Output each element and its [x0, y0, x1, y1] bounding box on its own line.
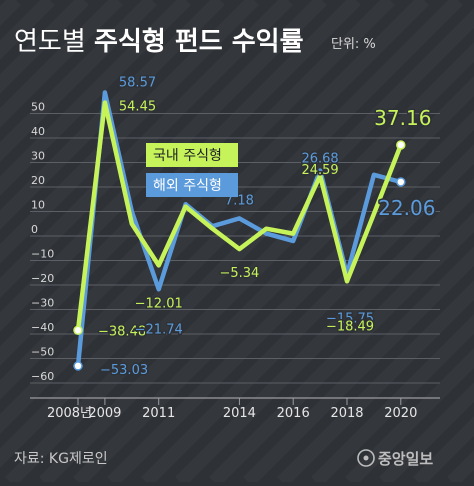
publisher-label: 중앙일보: [378, 450, 433, 468]
series-point-marker: [396, 177, 406, 187]
x-tick-label: 2020: [384, 406, 417, 421]
background-stripe: [141, 144, 474, 486]
y-tick-label: 20: [31, 174, 45, 187]
legend-label: 해외 주식형: [153, 178, 222, 194]
x-tick-label: 2008년: [47, 406, 92, 421]
legend-swatch: [146, 173, 238, 197]
y-tick-label: −20: [31, 272, 54, 285]
background-stripe: [0, 0, 390, 482]
background-stripe: [277, 280, 474, 486]
x-tick-label: 2018: [330, 406, 363, 421]
background-stripe: [311, 314, 474, 486]
data-label: −15.75: [326, 312, 374, 327]
background-stripe: [209, 212, 474, 486]
background-stripe: [0, 0, 288, 482]
background-stripe: [0, 0, 322, 482]
data-label: 58.57: [119, 76, 156, 91]
y-tick-label: −60: [31, 370, 54, 383]
legend-label: 국내 주식형: [153, 148, 222, 164]
y-tick-label: −40: [31, 321, 54, 334]
background-stripe: [0, 0, 424, 482]
background-stripe: [0, 0, 458, 482]
series-markers: [73, 140, 406, 371]
publisher-logo-dot: [363, 455, 369, 461]
background-stripe: [0, 0, 157, 162]
y-tick-label: −30: [31, 297, 54, 310]
background-stripe: [345, 348, 474, 486]
source-label: 자료: KG제로인: [14, 451, 108, 467]
data-label: 37.16: [374, 106, 431, 130]
background-stripe: [0, 0, 123, 128]
data-label: −12.01: [135, 296, 183, 311]
y-tick-label: −50: [31, 346, 54, 359]
data-label: 24.59: [301, 163, 338, 178]
background-stripe: [107, 110, 474, 486]
background-stripe: [379, 382, 474, 486]
background-stripe: [0, 0, 225, 230]
data-label: −18.49: [326, 319, 374, 334]
y-tick-label: 50: [31, 101, 45, 114]
y-tick-label: 10: [31, 199, 45, 212]
series-line-domestic: [75, 100, 404, 333]
data-label: 54.45: [119, 100, 156, 115]
x-tick-label: 2009: [88, 406, 121, 421]
chart-title-bold: 주식형 펀드 수익률: [94, 27, 304, 57]
background-stripe: [175, 178, 474, 486]
background-stripe: [0, 0, 89, 94]
x-tick-label: 2011: [142, 406, 175, 421]
y-tick-label: 40: [31, 125, 45, 138]
y-tick-label: −10: [31, 248, 54, 261]
data-label: 26.68: [301, 152, 338, 167]
data-label: 22.06: [378, 196, 435, 220]
publisher-logo: 중앙일보: [357, 449, 433, 468]
series-point-marker: [396, 140, 406, 150]
y-tick-label: 30: [31, 150, 45, 163]
x-tick-label: 2016: [277, 406, 310, 421]
legend-swatch: [146, 143, 238, 167]
data-label: −38.48: [98, 324, 146, 339]
background-stripe: [0, 0, 191, 196]
x-tick-label: 2014: [223, 406, 256, 421]
data-label: −53.03: [100, 363, 148, 378]
y-axis-ticks: 50 40 30 20 10 0 −10 −20 −30 −40 −50 −60: [31, 101, 54, 384]
background-stripe: [243, 246, 474, 486]
data-labels: −53.03−38.4858.5754.45−12.01−21.747.18−5…: [97, 74, 437, 379]
chart-title: 연도별 주식형 펀드 수익률: [14, 27, 304, 57]
series-lines: [75, 90, 404, 369]
unit-label: 단위: %: [331, 37, 376, 52]
data-label: −21.74: [135, 322, 183, 337]
y-tick-label: 0: [31, 223, 38, 236]
data-label: −5.34: [219, 266, 259, 281]
publisher-logo-icon: [357, 449, 375, 467]
background-stripe: [0, 0, 254, 482]
series-point-marker: [73, 325, 83, 336]
chart-title-light: 연도별: [14, 27, 94, 57]
background-stripe: [0, 0, 356, 482]
series-point-marker: [73, 361, 83, 371]
